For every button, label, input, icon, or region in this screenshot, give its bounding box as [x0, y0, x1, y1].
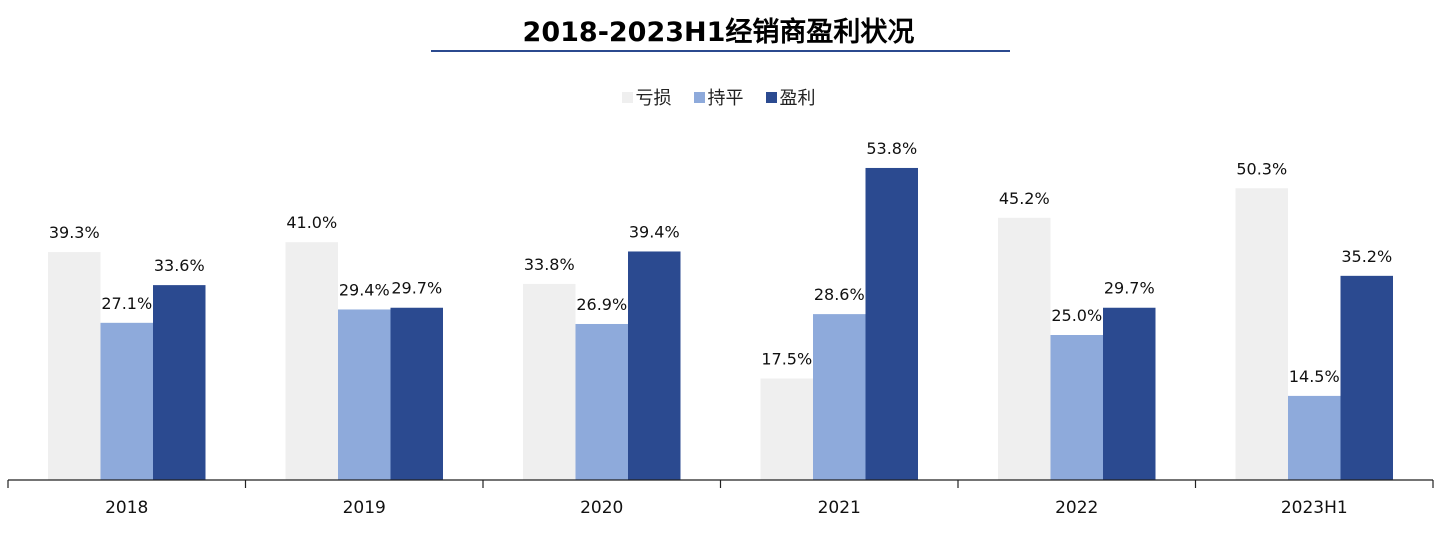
data-label-loss-2023H1: 50.3%: [1236, 159, 1287, 178]
bar-profit-2018: [153, 285, 206, 480]
data-label-profit-2018: 33.6%: [154, 256, 205, 275]
bar-breakeven-2023H1: [1288, 395, 1341, 480]
data-label-loss-2021: 17.5%: [761, 350, 812, 369]
bar-profit-2023H1: [1340, 275, 1393, 480]
chart-title: 2018-2023H1经销商盈利状况: [522, 17, 915, 48]
bar-profit-2019: [390, 307, 443, 480]
bar-breakeven-2018: [100, 322, 153, 480]
data-label-breakeven-2020: 26.9%: [576, 295, 627, 314]
bar-breakeven-2019: [338, 309, 391, 480]
data-label-profit-2021: 53.8%: [866, 139, 917, 158]
bar-loss-2022: [998, 217, 1051, 480]
bar-profit-2022: [1103, 307, 1156, 480]
x-tick-label-2018: 2018: [105, 498, 148, 518]
legend-label-profit: 盈利: [779, 88, 816, 109]
legend-swatch-loss: [621, 91, 633, 103]
x-tick-label-2020: 2020: [580, 498, 623, 518]
x-tick-label-2023H1: 2023H1: [1281, 498, 1348, 518]
x-tick-label-2019: 2019: [343, 498, 386, 518]
title-underline: [431, 50, 1010, 52]
legend-swatch-breakeven: [693, 91, 705, 103]
x-tick-label-2021: 2021: [818, 498, 861, 518]
bar-loss-2018: [48, 252, 101, 480]
bar-loss-2019: [285, 242, 338, 480]
legend-item-breakeven: 持平: [693, 84, 744, 110]
data-label-profit-2022: 29.7%: [1104, 279, 1155, 298]
legend-label-breakeven: 持平: [707, 88, 744, 109]
x-tick-label-2022: 2022: [1055, 498, 1098, 518]
data-label-breakeven-2021: 28.6%: [814, 285, 865, 304]
data-label-loss-2019: 41.0%: [286, 213, 337, 232]
bar-profit-2021: [865, 167, 918, 480]
data-label-profit-2023H1: 35.2%: [1341, 247, 1392, 266]
bar-loss-2021: [760, 378, 813, 480]
bar-loss-2020: [523, 283, 576, 480]
legend-swatch-profit: [765, 91, 777, 103]
bar-breakeven-2021: [813, 314, 866, 480]
data-label-breakeven-2023H1: 14.5%: [1289, 367, 1340, 386]
data-label-loss-2022: 45.2%: [999, 189, 1050, 208]
data-label-loss-2020: 33.8%: [524, 255, 575, 274]
bar-breakeven-2022: [1050, 335, 1103, 480]
legend-item-profit: 盈利: [765, 84, 816, 110]
data-label-breakeven-2019: 29.4%: [339, 280, 390, 299]
data-label-loss-2018: 39.3%: [49, 223, 100, 242]
legend-label-loss: 亏损: [635, 88, 672, 109]
data-label-profit-2019: 29.7%: [391, 279, 442, 298]
legend: 亏损 持平 盈利: [0, 84, 1437, 110]
bar-profit-2020: [628, 251, 681, 480]
bar-loss-2023H1: [1235, 188, 1288, 480]
bar-breakeven-2020: [575, 323, 628, 480]
data-label-profit-2020: 39.4%: [629, 222, 680, 241]
data-label-breakeven-2022: 25.0%: [1051, 306, 1102, 325]
legend-item-loss: 亏损: [621, 84, 672, 110]
data-label-breakeven-2018: 27.1%: [101, 294, 152, 313]
